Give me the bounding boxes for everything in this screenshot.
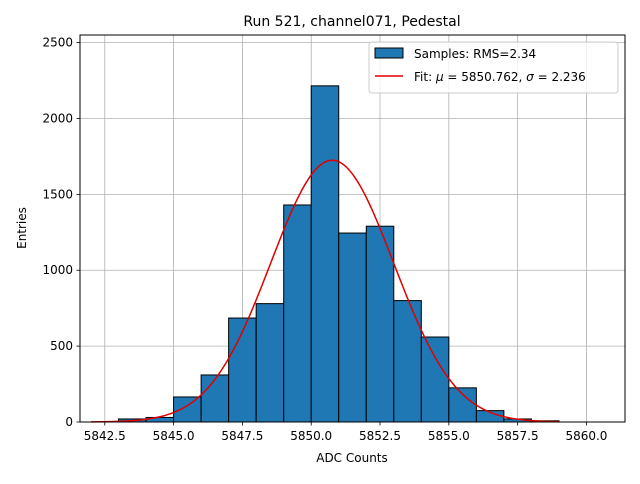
y-axis-label: Entries: [15, 207, 29, 249]
x-tick-label: 5847.5: [221, 429, 263, 443]
histogram-bars: [118, 85, 560, 423]
chart-title: Run 521, channel071, Pedestal: [243, 14, 460, 30]
y-tick-label: 0: [65, 415, 73, 429]
x-tick-label: 5860.0: [565, 429, 607, 443]
legend-fit-sigma-symbol: σ: [526, 70, 534, 84]
x-tick-label: 5857.5: [497, 429, 539, 443]
histogram-bar: [365, 225, 395, 423]
x-tick-label: 5842.5: [84, 429, 126, 443]
x-axis-ticks: 5842.5 5845.0 5847.5 5850.0 5852.5 5855.0 5857…: [84, 422, 607, 443]
y-tick-label: 1500: [42, 187, 73, 201]
y-tick-label: 500: [50, 339, 73, 353]
legend-label-samples: Samples: RMS=2.34: [414, 47, 536, 61]
legend-label-fit: Fit: μ = 5850.762, σ = 2.236: [414, 70, 586, 84]
legend-fit-mu-symbol: μ: [435, 70, 444, 84]
x-axis-label: ADC Counts: [316, 451, 388, 465]
x-tick-label: 5855.0: [428, 429, 470, 443]
x-tick-label: 5852.5: [359, 429, 401, 443]
histogram-bar: [173, 396, 202, 423]
gaussian-fit-curve: [91, 159, 559, 423]
histogram-bar: [228, 317, 257, 423]
legend-fit-sigma-value: = 2.236: [534, 70, 586, 84]
y-tick-label: 2000: [42, 111, 73, 125]
histogram-bar: [200, 374, 230, 423]
histogram-bar: [420, 336, 450, 423]
legend-swatch-samples: [374, 47, 404, 59]
legend-fit-mu-value: = 5850.762,: [444, 70, 527, 84]
x-tick-label: 5845.0: [153, 429, 195, 443]
legend-fit-prefix: Fit:: [414, 70, 436, 84]
histogram-bar: [338, 232, 367, 423]
histogram-bar: [310, 85, 340, 423]
histogram-bar: [393, 300, 422, 423]
x-tick-label: 5850.0: [290, 429, 332, 443]
y-tick-label: 2500: [42, 36, 73, 50]
legend: Samples: RMS=2.34 Fit: μ = 5850.762, σ =…: [368, 41, 619, 94]
legend-box: [368, 41, 619, 94]
y-axis-ticks: 0 500 1000 1500 2000 2500: [42, 36, 80, 429]
histogram-bar: [283, 204, 312, 423]
plot-frame: [79, 34, 626, 423]
histogram-bar: [448, 387, 477, 423]
y-tick-label: 1000: [42, 263, 73, 277]
histogram-bar: [255, 303, 285, 423]
